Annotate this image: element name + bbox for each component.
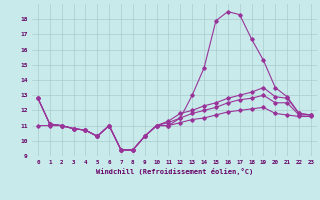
X-axis label: Windchill (Refroidissement éolien,°C): Windchill (Refroidissement éolien,°C) (96, 168, 253, 175)
